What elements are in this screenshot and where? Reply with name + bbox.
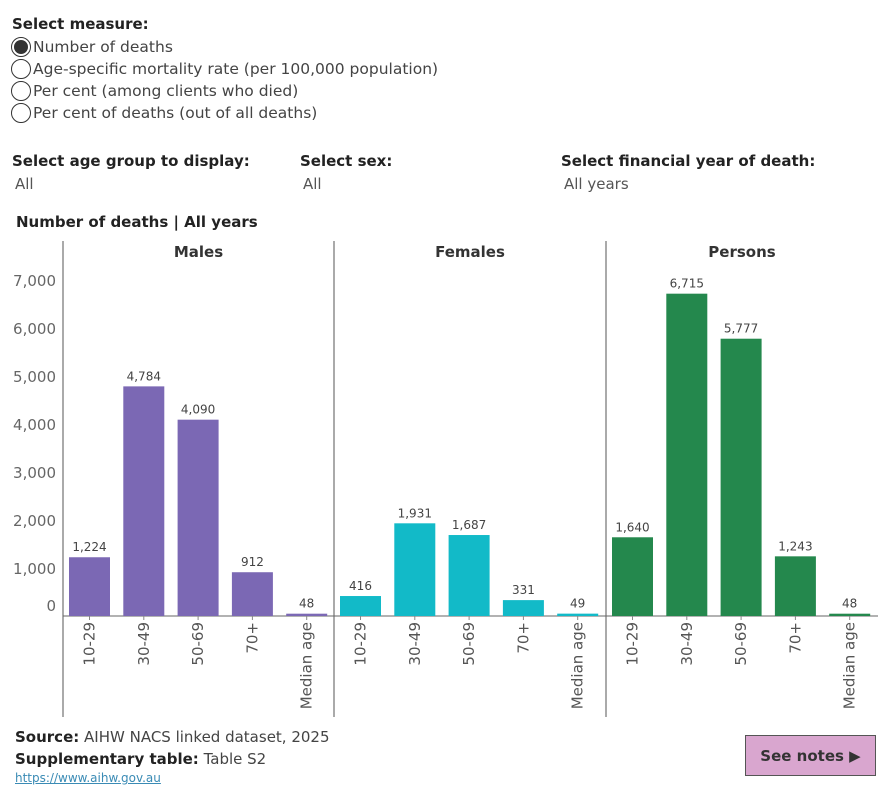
supplementary-line: Supplementary table: Table S2	[15, 750, 266, 768]
x-tick-label: 30-49	[678, 622, 696, 666]
radio-number-of-deaths[interactable]: Number of deaths	[11, 36, 173, 58]
sex-filter-dropdown[interactable]: All	[303, 175, 322, 193]
bar	[340, 596, 381, 616]
x-tick-label: 10-29	[352, 622, 370, 666]
x-tick-label: 10-29	[624, 622, 642, 666]
data-label: 48	[842, 597, 857, 611]
bar	[231, 572, 273, 616]
data-label: 331	[512, 583, 535, 597]
y-tick-label: 6,000	[13, 320, 56, 338]
source-label: Source:	[15, 728, 80, 746]
y-tick-label: 3,000	[13, 464, 56, 482]
radio-label: Per cent of deaths (out of all deaths)	[33, 104, 318, 122]
data-label: 5,777	[724, 322, 758, 336]
chart-title: Number of deaths | All years	[16, 213, 258, 231]
bar	[448, 535, 490, 616]
data-label: 6,715	[670, 277, 704, 291]
year-filter-label: Select financial year of death:	[561, 152, 816, 170]
bar	[557, 613, 599, 616]
x-tick-label: 30-49	[135, 622, 153, 666]
x-tick-label: 50-69	[460, 622, 478, 666]
data-label: 49	[570, 597, 585, 611]
y-tick-label: 4,000	[13, 416, 56, 434]
radio-unselected-icon[interactable]	[11, 81, 31, 101]
x-tick-label: Median age	[298, 622, 316, 709]
data-label: 1,243	[778, 539, 812, 553]
data-label: 1,687	[452, 518, 486, 532]
age-filter-label: Select age group to display:	[12, 152, 250, 170]
x-tick-label: Median age	[569, 622, 587, 709]
panel-title: Females	[435, 243, 505, 261]
age-filter-dropdown[interactable]: All	[15, 175, 34, 193]
x-tick-label: 30-49	[406, 622, 424, 666]
bar	[394, 523, 436, 616]
bar	[666, 293, 708, 616]
data-label: 1,640	[615, 520, 649, 534]
radio-per-cent-clients[interactable]: Per cent (among clients who died)	[11, 80, 298, 102]
x-tick-label: 10-29	[81, 622, 99, 666]
radio-per-cent-deaths[interactable]: Per cent of deaths (out of all deaths)	[11, 102, 317, 124]
y-tick-label: 5,000	[13, 368, 56, 386]
see-notes-button[interactable]: See notes ▶	[745, 735, 876, 776]
bar	[774, 556, 816, 616]
data-label: 416	[349, 579, 372, 593]
bar	[612, 537, 653, 616]
source-value: AIHW NACS linked dataset, 2025	[84, 728, 330, 746]
radio-unselected-icon[interactable]	[11, 59, 31, 79]
data-label: 912	[241, 555, 264, 569]
data-label: 1,931	[398, 506, 432, 520]
y-tick-label: 2,000	[13, 512, 56, 530]
radio-label: Number of deaths	[33, 38, 173, 56]
supplementary-value: Table S2	[203, 750, 267, 768]
y-tick-label: 0	[46, 597, 56, 615]
x-tick-label: 70+	[243, 622, 261, 654]
bar	[286, 613, 328, 616]
panel-title: Males	[174, 243, 223, 261]
bar	[177, 419, 219, 616]
y-tick-label: 1,000	[13, 560, 56, 578]
y-tick-label: 7,000	[13, 272, 56, 290]
panel-title: Persons	[708, 243, 775, 261]
radio-label: Age-specific mortality rate (per 100,000…	[33, 60, 439, 78]
data-label: 4,090	[181, 403, 215, 417]
bar	[720, 338, 762, 616]
sex-filter-label: Select sex:	[300, 152, 393, 170]
data-label: 4,784	[127, 369, 161, 383]
x-tick-label: 70+	[786, 622, 804, 654]
bar	[123, 386, 165, 616]
x-tick-label: Median age	[841, 622, 859, 709]
data-label: 48	[299, 597, 314, 611]
radio-selected-icon[interactable]	[11, 37, 31, 57]
radio-age-specific-rate[interactable]: Age-specific mortality rate (per 100,000…	[11, 58, 438, 80]
bar	[829, 613, 871, 616]
measure-title: Select measure:	[12, 15, 149, 33]
supplementary-label: Supplementary table:	[15, 750, 199, 768]
radio-label: Per cent (among clients who died)	[33, 82, 299, 100]
x-tick-label: 70+	[514, 622, 532, 654]
radio-unselected-icon[interactable]	[11, 103, 31, 123]
year-filter-dropdown[interactable]: All years	[564, 175, 629, 193]
bar	[502, 600, 544, 616]
x-tick-label: 50-69	[189, 622, 207, 666]
source-line: Source: AIHW NACS linked dataset, 2025	[15, 728, 330, 746]
data-label: 1,224	[72, 540, 106, 554]
aihw-link[interactable]: https://www.aihw.gov.au	[15, 771, 161, 785]
x-tick-label: 50-69	[732, 622, 750, 666]
bar	[69, 557, 110, 616]
